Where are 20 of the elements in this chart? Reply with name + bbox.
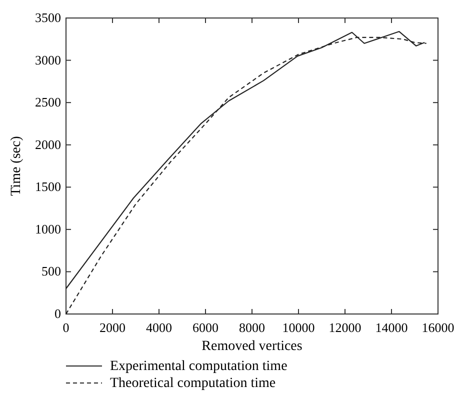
x-tick-label: 6000 — [192, 320, 218, 335]
y-tick-label: 1000 — [35, 221, 61, 236]
y-tick-label: 0 — [54, 306, 61, 321]
x-tick-label: 14000 — [375, 320, 408, 335]
legend-label: Experimental computation time — [110, 359, 288, 374]
x-tick-label: 16000 — [422, 320, 454, 335]
x-tick-label: 2000 — [100, 320, 126, 335]
y-tick-label: 2500 — [35, 94, 61, 110]
y-tick-label: 3500 — [35, 10, 61, 25]
y-tick-label: 500 — [42, 264, 61, 279]
x-axis-title: Removed vertices — [202, 339, 302, 354]
x-tick-label: 10000 — [282, 320, 315, 335]
y-axis-title: Time (sec) — [9, 136, 24, 196]
x-tick-label: 8000 — [239, 320, 265, 335]
y-tick-label: 1500 — [35, 179, 61, 194]
y-tick-label: 2000 — [35, 136, 61, 152]
x-tick-label: 4000 — [146, 320, 172, 335]
legend-label: Theoretical computation time — [110, 376, 276, 391]
x-tick-label: 12000 — [328, 320, 362, 335]
y-tick-label: 3000 — [35, 52, 61, 68]
